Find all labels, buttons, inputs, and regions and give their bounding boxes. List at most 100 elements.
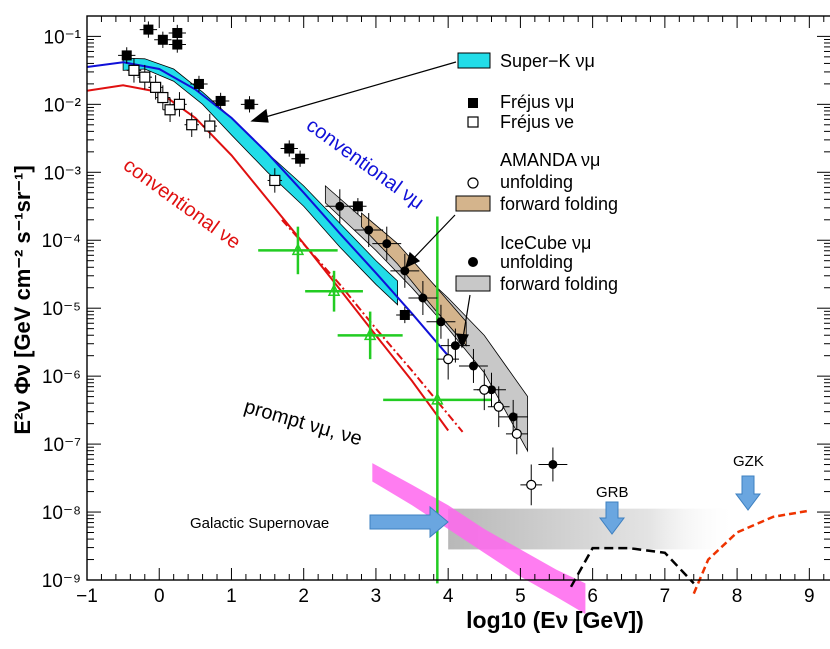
legend-icecube-marker [468, 257, 478, 267]
grb-curve [569, 546, 695, 588]
legend-icecube-ff-swatch [455, 275, 491, 292]
arrow-head-icon [405, 251, 421, 269]
frejus-mu-point [157, 34, 168, 45]
icecube-point [508, 412, 518, 422]
arrow-head-icon [250, 108, 269, 123]
legend-amanda-title: AMANDA νμ [500, 150, 600, 170]
icecube-point [335, 201, 345, 211]
frejus-e-point [204, 120, 216, 132]
icecube-point [382, 239, 392, 249]
y-tick-label: 10⁻⁹ [42, 571, 81, 592]
icecube-point [418, 293, 428, 303]
icecube-point [436, 317, 446, 327]
legend-icecube-title: IceCube νμ [500, 233, 591, 253]
icecube-point [468, 361, 478, 371]
frejus-mu-point [215, 95, 226, 106]
legend-icecube-ff: forward folding [500, 274, 618, 294]
legend-amanda-unfolding: unfolding [500, 172, 573, 192]
frejus-mu-point [143, 24, 154, 35]
conventional-mu-curve [86, 61, 449, 357]
axes: −1 0 1 2 3 4 5 6 7 8 9 10⁻⁹ 10⁻⁸ 10⁻⁷ 10⁻⁶ 10⁻⁵ 10⁻⁴ 10⁻³… [42, 16, 830, 607]
amanda-point [511, 428, 522, 440]
green-triangle-point [291, 242, 305, 256]
frejus-e-point [173, 98, 186, 110]
legend-icecube-unfolding: unfolding [500, 252, 573, 272]
label-prompt: prompt νμ, νe [242, 396, 365, 451]
y-tick-label: 10⁻⁸ [42, 503, 81, 524]
x-tick-label: 9 [804, 586, 815, 607]
y-tick-label: 10⁻¹ [44, 27, 82, 48]
icecube-point [400, 266, 410, 276]
gzk-arrow-icon [735, 475, 761, 511]
frejus-e-point [186, 119, 198, 131]
legend-frejus-mu: Fréjus νμ [500, 92, 574, 112]
frejus-mu-point [399, 309, 410, 320]
frejus-e-point [150, 81, 162, 93]
y-axis-label: E²ν Φν [GeV cm⁻² s⁻¹sr⁻¹] [10, 165, 35, 434]
label-grb: GRB [596, 484, 629, 501]
frejus-e-point [164, 104, 176, 116]
y-tick-label: 10⁻⁵ [42, 299, 81, 320]
prompt-band [372, 463, 586, 614]
frejus-mu-point [172, 39, 183, 50]
legend-superk-swatch [457, 52, 491, 69]
source-arrows [369, 475, 761, 539]
green-triangle-point [327, 283, 341, 296]
legend-amanda-marker [467, 177, 479, 189]
y-tick-label: 10⁻⁴ [42, 231, 81, 252]
frejus-mu-point [295, 153, 306, 164]
x-tick-label: 3 [371, 586, 382, 607]
frejus-mu-point [193, 78, 204, 89]
x-tick-label: 7 [660, 586, 671, 607]
frejus-mu-point [284, 143, 295, 154]
y-tick-label: 10⁻⁷ [43, 435, 81, 456]
flux-bands [122, 57, 738, 614]
x-tick-label: 0 [154, 586, 165, 607]
galactic-arrow-icon [369, 505, 449, 539]
frejus-e-point [269, 174, 281, 187]
label-gzk: GZK [733, 453, 764, 470]
legend-amanda-ff: forward folding [500, 194, 618, 214]
frejus-e-point [139, 71, 151, 83]
legend-amanda-ff-swatch [455, 195, 491, 212]
x-tick-label: 2 [298, 586, 309, 607]
frejus-e-point [128, 64, 140, 76]
legend-frejus-e: Fréjus νe [500, 112, 574, 132]
legend: Super−K νμ Fréjus νμ Fréjus νe AMANDA νμ… [455, 51, 618, 294]
amanda-point [479, 384, 490, 395]
icecube-point [548, 459, 558, 469]
frejus-e-point [157, 91, 169, 104]
frejus-mu-point [244, 99, 255, 110]
gzk-curve [692, 509, 810, 595]
frejus-mu-point [172, 27, 183, 38]
legend-frejus-mu-marker [468, 98, 478, 108]
x-tick-label: 6 [587, 586, 598, 607]
label-galactic-supernovae: Galactic Supernovae [190, 515, 329, 532]
arrow-head-icon [456, 333, 469, 349]
x-tick-label: 8 [732, 586, 743, 607]
label-conventional-e: conventional νe [119, 154, 244, 253]
amanda-point [443, 354, 454, 365]
legend-superk: Super−K νμ [500, 51, 595, 71]
x-axis-label: log10 (Eν [GeV]) [466, 607, 644, 633]
legend-arrows [250, 61, 471, 349]
label-conventional-mu: conventional νμ [302, 114, 428, 214]
y-tick-label: 10⁻³ [44, 163, 82, 184]
icecube-point [450, 341, 460, 351]
x-tick-label: 5 [515, 586, 526, 607]
green-triangle-point [431, 392, 444, 405]
green-triangle-point [363, 327, 377, 341]
icecube-point [364, 225, 374, 235]
x-tick-label: 1 [226, 586, 237, 607]
model-curves [86, 61, 810, 595]
frejus-mu-point [121, 50, 132, 61]
plot-frame [86, 15, 830, 581]
prompt-e-dashdot-curve [281, 219, 464, 433]
y-tick-label: 10⁻⁶ [42, 367, 81, 388]
x-tick-label: 4 [443, 586, 454, 607]
conventional-e-curve [86, 84, 450, 432]
amanda-point [526, 479, 537, 490]
legend-frejus-e-marker [467, 116, 479, 128]
frejus-mu-point [352, 201, 363, 212]
